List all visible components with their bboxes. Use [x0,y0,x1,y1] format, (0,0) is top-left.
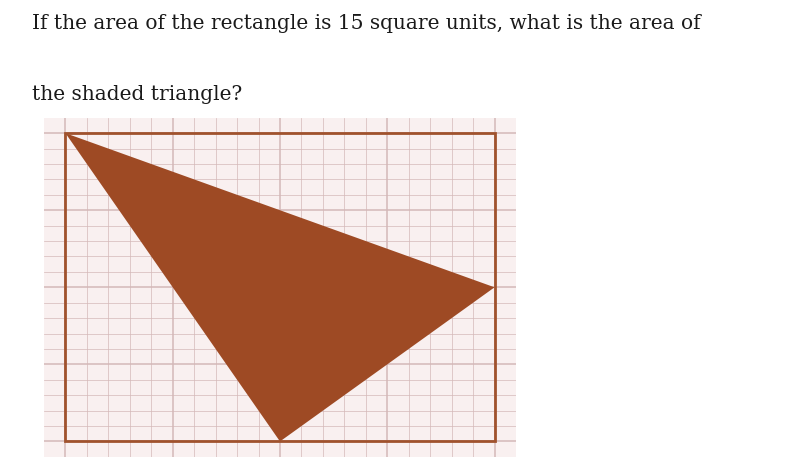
Polygon shape [66,133,494,441]
Text: If the area of the rectangle is 15 square units, what is the area of: If the area of the rectangle is 15 squar… [32,14,701,33]
Text: the shaded triangle?: the shaded triangle? [32,85,242,104]
